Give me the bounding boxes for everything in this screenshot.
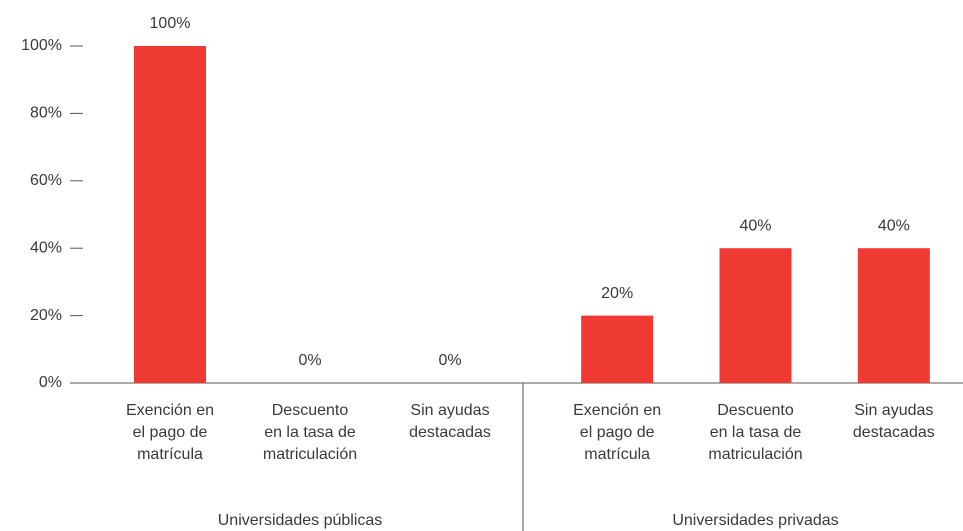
y-tick-label: 60% bbox=[30, 172, 62, 189]
y-tick-label: 100% bbox=[21, 37, 62, 54]
value-label: 40% bbox=[739, 217, 771, 234]
x-tick-label: Exención en el pago de matrícula bbox=[126, 402, 214, 463]
x-tick-label: Exención en el pago de matrícula bbox=[573, 402, 661, 463]
value-label: 0% bbox=[438, 352, 461, 369]
group-label: Universidades públicas bbox=[218, 512, 383, 529]
y-tick-label: 40% bbox=[30, 239, 62, 256]
group-label: Universidades privadas bbox=[672, 512, 838, 529]
y-tick-label: 80% bbox=[30, 105, 62, 122]
x-tick-label: Descuento en la tasa de matriculación bbox=[263, 402, 357, 463]
value-label: 20% bbox=[601, 285, 633, 302]
bar bbox=[719, 248, 792, 383]
y-tick-label: 20% bbox=[30, 307, 62, 324]
x-tick-label: Sin ayudas destacadas bbox=[409, 402, 491, 441]
x-tick-label: Sin ayudas destacadas bbox=[853, 402, 935, 441]
bar bbox=[857, 248, 930, 383]
x-tick-label: Descuento en la tasa de matriculación bbox=[708, 402, 802, 463]
value-label: 40% bbox=[878, 217, 910, 234]
value-label: 0% bbox=[298, 352, 321, 369]
bar bbox=[134, 46, 206, 383]
value-label: 100% bbox=[150, 15, 191, 32]
y-tick-label: 0% bbox=[39, 374, 62, 391]
bar bbox=[581, 315, 654, 383]
